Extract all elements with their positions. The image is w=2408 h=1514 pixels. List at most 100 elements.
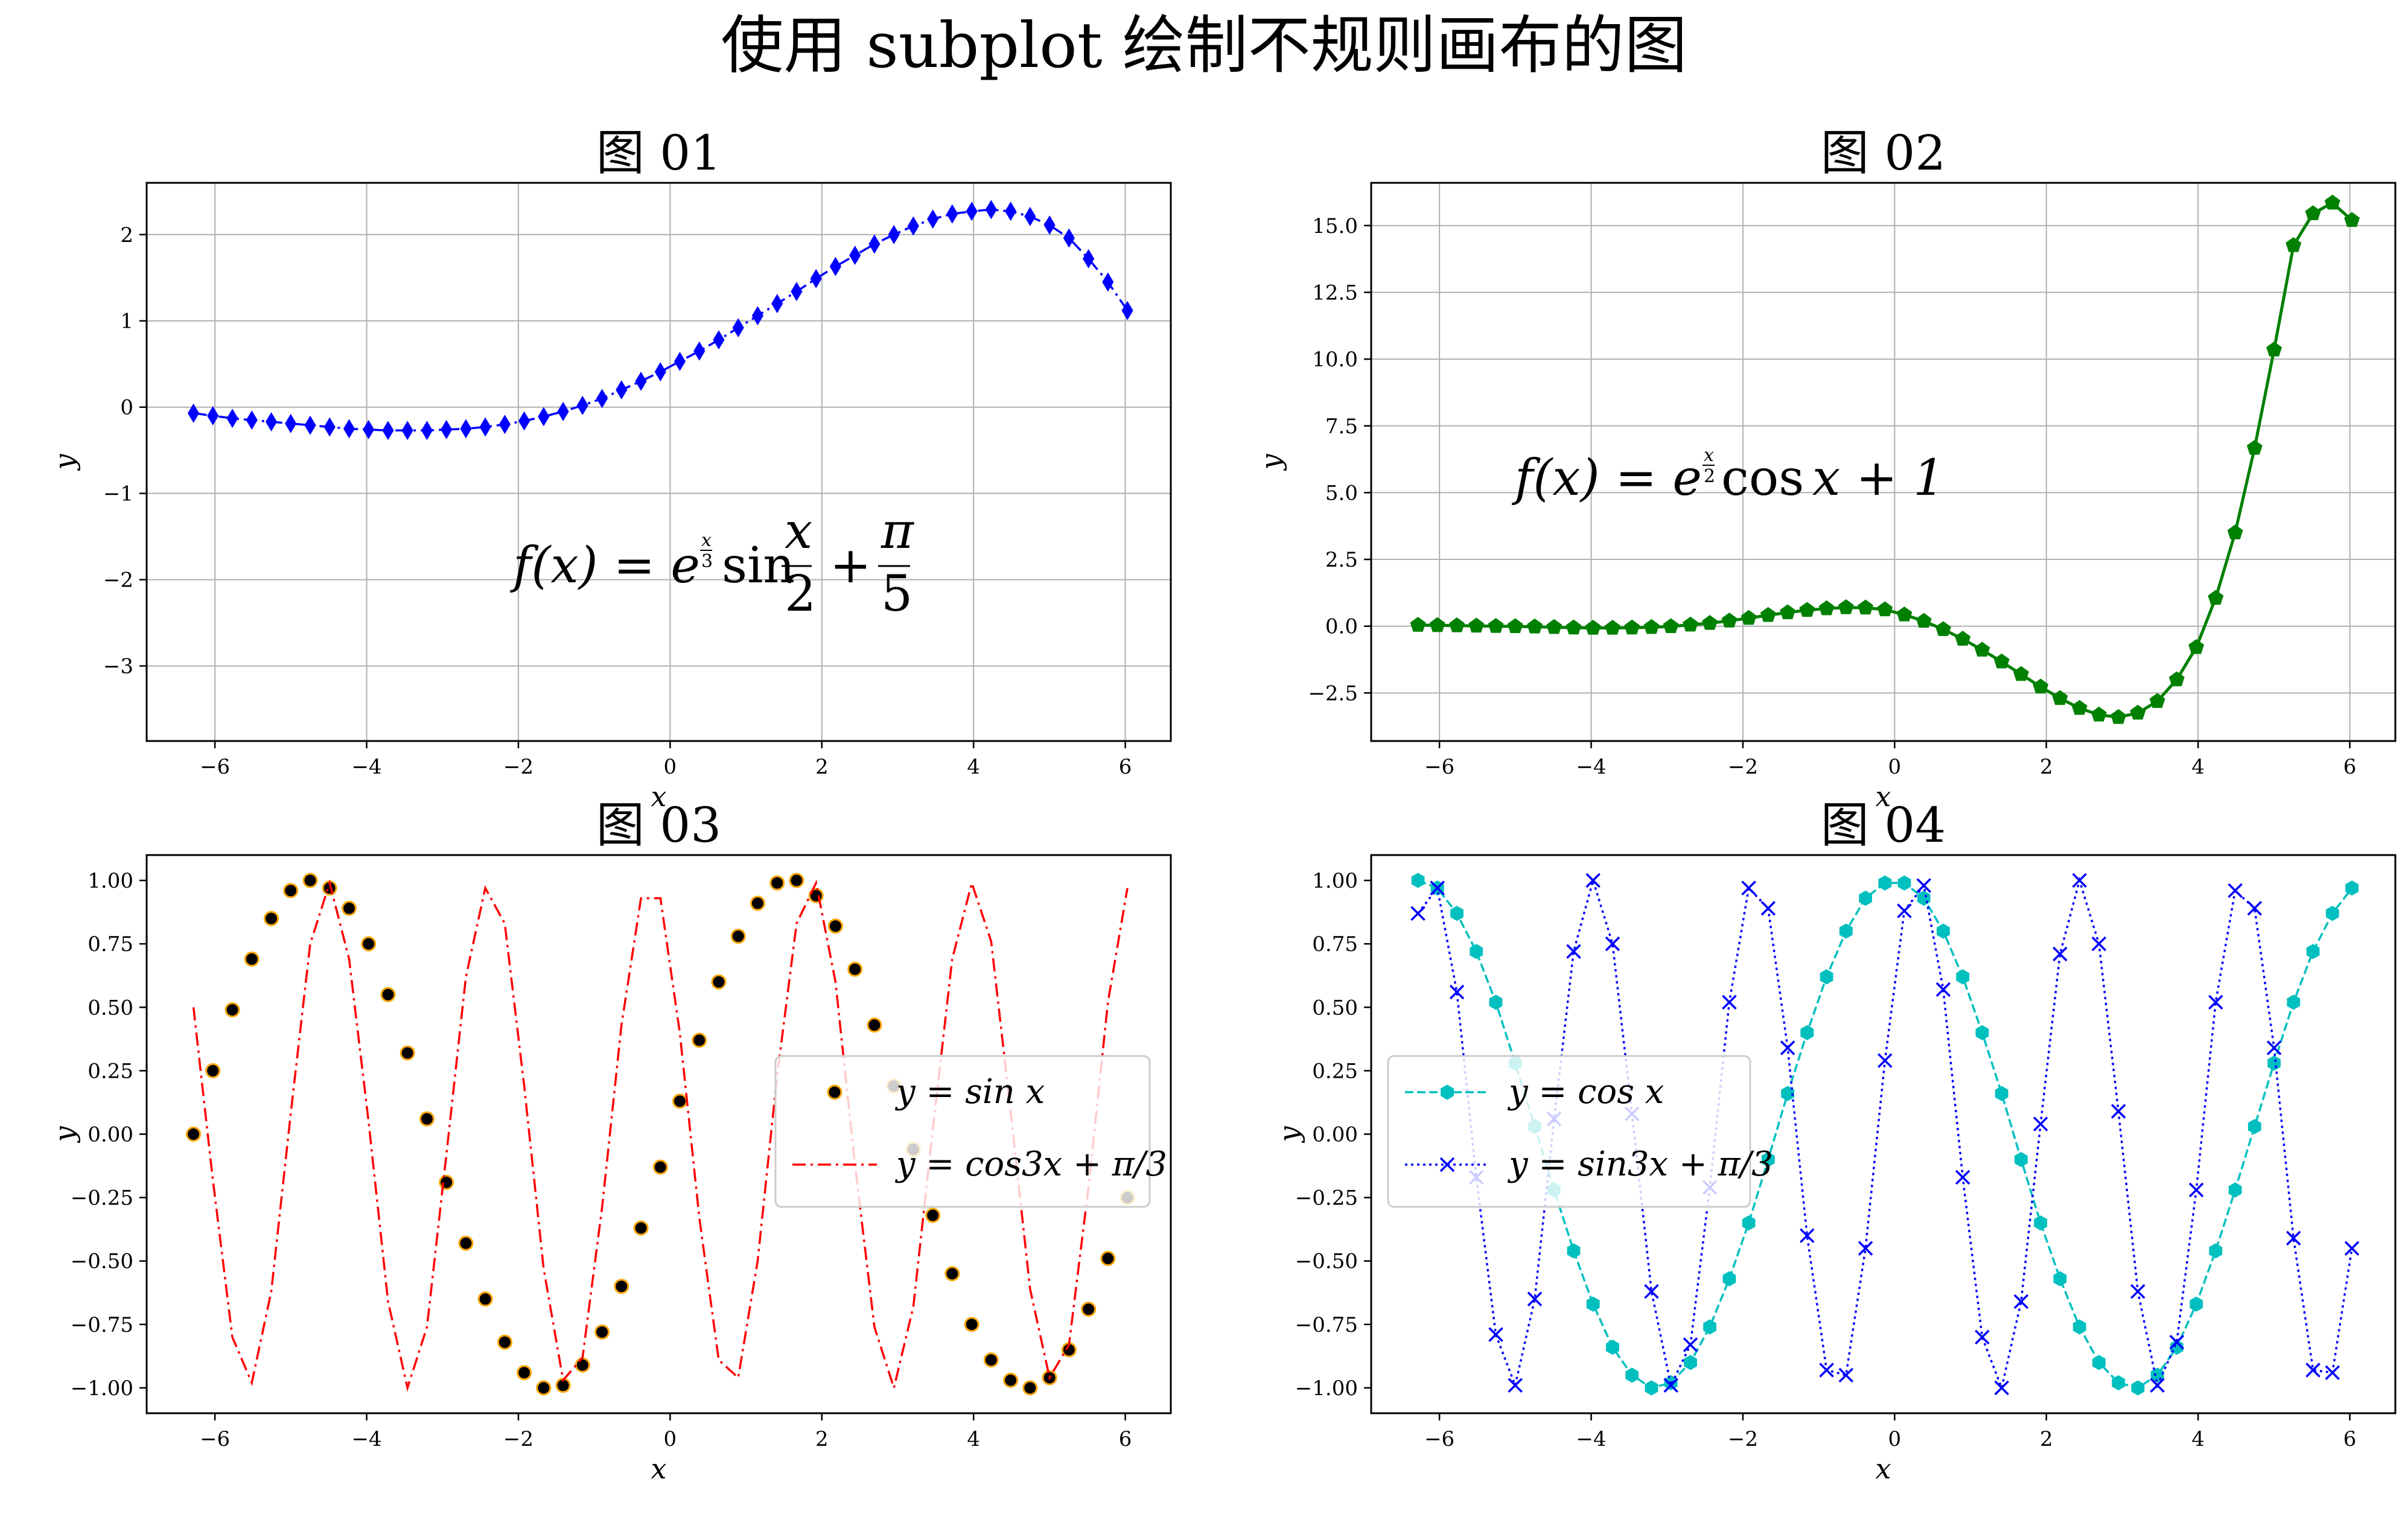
- data-point: [1567, 1243, 1581, 1259]
- x-tick-label: 2: [815, 755, 829, 779]
- data-point: [769, 875, 785, 891]
- series-p4-1: [1410, 873, 2360, 1396]
- data-point: [2130, 1283, 2145, 1299]
- data-point: [1722, 994, 1737, 1010]
- formula-text: cos: [1721, 450, 1804, 507]
- y-tick-label: −0.50: [71, 1250, 133, 1274]
- legend-entry-label: y = sin3x + π/3: [1507, 1145, 1773, 1184]
- data-point: [944, 1266, 960, 1282]
- data-point: [343, 419, 355, 439]
- data-point: [2227, 524, 2243, 539]
- data-point: [868, 234, 881, 254]
- data-point: [1761, 1151, 1775, 1168]
- data-point: [2190, 1296, 2203, 1312]
- data-point: [1624, 619, 1640, 635]
- data-point: [1625, 1367, 1639, 1383]
- x-tick-label: 0: [1888, 755, 1902, 779]
- data-point: [1410, 617, 1426, 632]
- data-point: [264, 911, 279, 926]
- y-tick-label: 7.5: [1325, 415, 1358, 439]
- data-point: [2247, 1119, 2261, 1134]
- data-point: [1858, 599, 1873, 615]
- data-point: [1450, 906, 1464, 921]
- data-point: [1489, 994, 1503, 1010]
- data-point: [1527, 1291, 1543, 1307]
- x-tick-label: −4: [1576, 755, 1606, 779]
- data-point: [2168, 671, 2185, 687]
- data-point: [2188, 1182, 2204, 1198]
- data-point: [1003, 1372, 1019, 1388]
- data-point: [2015, 1151, 2028, 1168]
- x-tick-label: −2: [1728, 1427, 1758, 1451]
- data-point: [614, 1279, 629, 1294]
- series-p4-0: [1411, 873, 2359, 1396]
- data-point: [2266, 341, 2282, 357]
- x-tick-label: 6: [1119, 755, 1132, 779]
- data-point: [460, 419, 472, 439]
- data-point: [652, 1159, 668, 1175]
- data-point: [2286, 1230, 2301, 1246]
- formula-text: 2: [1704, 466, 1715, 487]
- axes-frame: [145, 182, 1172, 742]
- data-point: [674, 351, 686, 371]
- data-point: [2013, 1294, 2029, 1309]
- x-tick-label: −6: [1424, 1427, 1454, 1451]
- y-tick-label: 0.50: [88, 996, 133, 1020]
- x-tick-label: 0: [1888, 1427, 1902, 1451]
- data-point: [1878, 1053, 1893, 1068]
- data-point: [1100, 1251, 1116, 1267]
- data-point: [1081, 1302, 1097, 1317]
- data-point: [692, 1032, 707, 1048]
- y-axis-label: y: [1255, 454, 1287, 471]
- data-point: [2131, 1380, 2145, 1396]
- data-point: [596, 389, 608, 409]
- data-point: [1722, 1271, 1736, 1287]
- data-point: [1684, 1355, 1697, 1370]
- data-point: [2053, 1271, 2067, 1287]
- data-point: [983, 1352, 999, 1368]
- data-point: [304, 415, 316, 435]
- data-point: [1643, 619, 1660, 634]
- data-point: [1527, 618, 1543, 634]
- y-tick-label: −1.00: [1295, 1376, 1358, 1401]
- data-point: [283, 883, 299, 899]
- data-point: [2033, 678, 2049, 694]
- data-point: [925, 1207, 941, 1223]
- y-tick-label: 1: [120, 310, 133, 334]
- formula-text: f(x) = e: [1511, 450, 1702, 507]
- y-tick-label: 0.25: [88, 1059, 133, 1083]
- data-point: [401, 421, 413, 441]
- data-point: [635, 371, 647, 391]
- data-point: [2091, 706, 2107, 722]
- data-point: [1721, 612, 1738, 628]
- data-point: [518, 411, 530, 431]
- y-tick-label: 0.50: [1312, 996, 1358, 1020]
- data-point: [2169, 1335, 2185, 1350]
- y-tick-label: 15.0: [1312, 214, 1358, 238]
- data-point: [1819, 1363, 1834, 1378]
- legend-marker-sample: [1439, 1157, 1455, 1172]
- data-point: [382, 421, 394, 441]
- formula-text: f(x) = e: [509, 537, 700, 594]
- series-line: [192, 879, 1129, 1392]
- subplot-title: 图 03: [596, 797, 721, 853]
- y-tick-label: 0.0: [1325, 615, 1358, 639]
- y-tick-label: 2.5: [1325, 548, 1358, 572]
- data-point: [1429, 617, 1445, 632]
- data-point: [1878, 875, 1892, 891]
- x-tick-label: 4: [2191, 1427, 2205, 1451]
- formula-text: 5: [881, 565, 913, 623]
- x-tick-label: −6: [200, 755, 230, 779]
- data-point: [226, 409, 238, 428]
- data-point: [1024, 206, 1036, 226]
- data-point: [711, 974, 727, 990]
- y-tick-label: −3: [103, 655, 133, 679]
- data-point: [1955, 1169, 1970, 1185]
- series-p3-1: [192, 879, 1129, 1392]
- legend-box: [774, 1055, 1151, 1208]
- legend-p3: y = sin x y = cos3x + π/3: [774, 1055, 1167, 1208]
- subplot-title: 图 02: [1821, 125, 1946, 181]
- y-tick-label: −0.25: [71, 1186, 133, 1210]
